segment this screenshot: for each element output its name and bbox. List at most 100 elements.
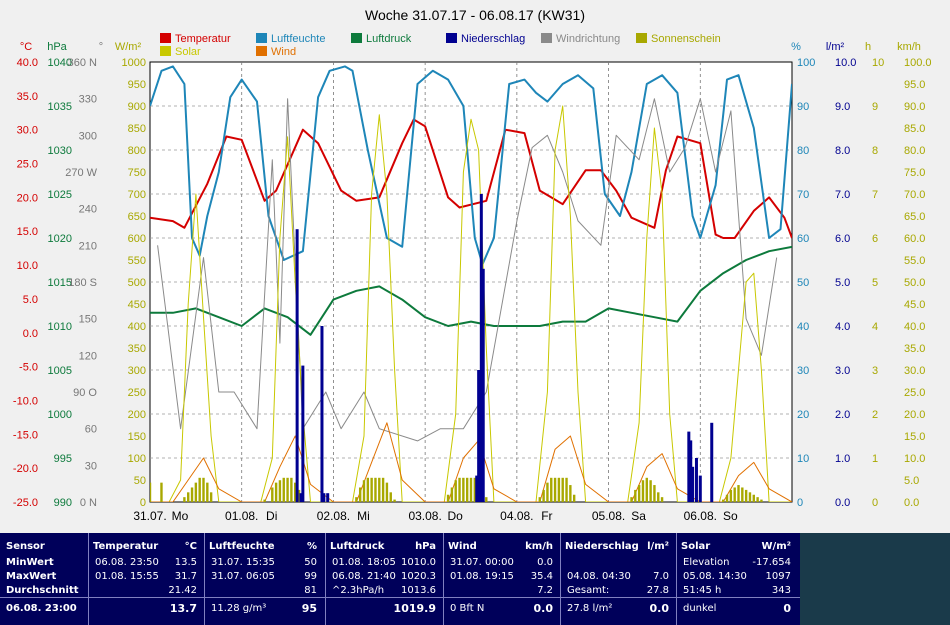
y-tick-direction: 120	[79, 350, 97, 362]
sunshine-bar	[462, 477, 465, 502]
y-tick-solar: 400	[128, 321, 146, 333]
y-tick-wind: 25.0	[904, 387, 925, 399]
sunshine-bar	[557, 477, 561, 502]
y-tick-wind: 95.0	[904, 79, 925, 91]
x-tick-day: So	[723, 509, 738, 523]
legend-label: Temperatur	[175, 33, 231, 45]
x-tick-day: Do	[447, 509, 463, 523]
legend-label: Wind	[271, 46, 296, 58]
y-tick-sunshine: 0	[872, 497, 878, 509]
cell-value: 13.5	[174, 557, 197, 568]
sunshine-bar	[756, 497, 759, 502]
y-tick-sunshine: 6	[872, 233, 878, 245]
col-head: Luftdruck	[330, 541, 385, 552]
sunshine-bar	[355, 497, 358, 502]
sunshine-bar	[553, 477, 557, 502]
y-tick-rain: 5.0	[835, 277, 850, 289]
cell-value: 1010.0	[401, 557, 436, 568]
y-tick-pressure: 1000	[48, 409, 72, 421]
y-tick-wind: 75.0	[904, 167, 925, 179]
sunshine-bar	[725, 494, 729, 502]
y-tick-temp: -25.0	[13, 497, 38, 509]
cell-current: 13.7	[169, 602, 197, 615]
rain-bar	[481, 268, 485, 502]
sunshine-bar	[194, 482, 198, 502]
cell-value: 99	[304, 571, 317, 582]
y-tick-wind: 35.0	[904, 343, 925, 355]
y-tick-solar: 900	[128, 101, 146, 113]
sunshine-bar	[160, 482, 163, 502]
y-tick-rain: 0.0	[835, 497, 850, 509]
y-tick-sunshine: 7	[872, 189, 878, 201]
col-head: Temperatur	[93, 541, 159, 552]
col-unit: W/m²	[761, 541, 791, 552]
cell-date: 01.08. 19:15	[450, 571, 514, 582]
sunshine-bar	[550, 477, 553, 502]
y-tick-solar: 100	[128, 453, 146, 465]
legend-label: Solar	[175, 46, 201, 58]
cell-current: 95	[301, 602, 317, 615]
cell-value: 1097	[765, 571, 791, 582]
cell-date: 01.08. 18:05	[332, 557, 396, 568]
y-tick-pressure: 1005	[48, 365, 72, 377]
sunshine-bar	[263, 499, 266, 502]
y-tick-rain: 3.0	[835, 365, 850, 377]
x-tick-date: 31.07.	[133, 509, 166, 523]
y-tick-direction: 240	[79, 204, 97, 216]
sunshine-bar	[569, 485, 572, 502]
sunshine-bar	[385, 482, 389, 502]
y-tick-solar: 200	[128, 409, 146, 421]
rain-bar	[295, 229, 299, 502]
y-tick-wind: 30.0	[904, 365, 925, 377]
sunshine-bar	[282, 477, 285, 502]
cell-date: Gesamt:	[567, 585, 610, 596]
y-tick-sunshine: 4	[872, 321, 878, 333]
cell-value: 1020.3	[401, 571, 436, 582]
x-tick-day: Mo	[172, 509, 189, 523]
y-tick-wind: 90.0	[904, 101, 925, 113]
x-tick-date: 05.08.	[592, 509, 625, 523]
y-tick-temp: 5.0	[23, 294, 38, 306]
y-tick-temp: -20.0	[13, 463, 38, 475]
y-tick-direction: 60	[85, 424, 97, 436]
sunshine-bar	[362, 480, 366, 502]
sunshine-bar	[465, 477, 469, 502]
y-tick-humidity: 100	[797, 57, 815, 69]
sunshine-bar	[446, 494, 450, 502]
sunshine-bar	[389, 492, 392, 502]
table-col-rain: Niederschlag l/m² 04.08. 04:30 7.0 Gesamt: 27…	[560, 533, 675, 625]
y-tick-direction: 330	[79, 94, 97, 106]
y-tick-wind: 5.0	[904, 475, 919, 487]
y-tick-temp: 0.0	[23, 328, 38, 340]
y-tick-solar: 150	[128, 431, 146, 443]
y-tick-temp: 35.0	[17, 91, 38, 103]
y-tick-direction: 90 O	[73, 387, 97, 399]
y-tick-humidity: 70	[797, 189, 809, 201]
y-tick-rain: 1.0	[835, 453, 850, 465]
y-tick-wind: 10.0	[904, 453, 925, 465]
sunshine-bar	[729, 489, 733, 502]
y-tick-humidity: 80	[797, 145, 809, 157]
y-tick-wind: 60.0	[904, 233, 925, 245]
sunshine-bar	[381, 477, 385, 502]
y-tick-wind: 55.0	[904, 255, 925, 267]
y-tick-humidity: 90	[797, 101, 809, 113]
rain-bar	[477, 370, 481, 502]
sunshine-bar	[741, 487, 744, 502]
y-tick-direction: 150	[79, 314, 97, 326]
sunshine-bar	[748, 492, 752, 502]
sunshine-bar	[657, 492, 660, 502]
y-tick-temp: 20.0	[17, 192, 38, 204]
sunshine-bar	[450, 487, 454, 502]
series-group	[150, 65, 792, 502]
sunshine-bar	[737, 485, 740, 502]
col-head: Niederschlag	[565, 541, 639, 552]
x-tick-date: 01.08.	[225, 509, 258, 523]
y-tick-solar: 650	[128, 211, 146, 223]
y-tick-direction: 270 W	[65, 167, 97, 179]
y-unit-solar: W/m²	[115, 41, 142, 53]
cell-date: 51:45 h	[683, 585, 722, 596]
y-tick-solar: 1000	[122, 57, 146, 69]
sunshine-bar	[572, 494, 576, 502]
rain-bar	[326, 493, 330, 502]
